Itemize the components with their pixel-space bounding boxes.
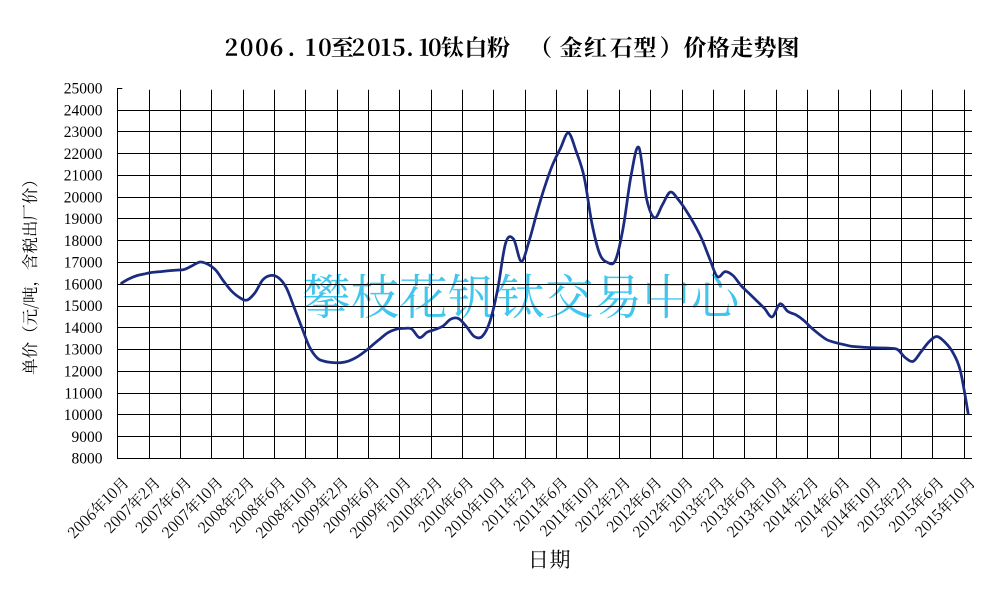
svg-text:18000: 18000 <box>64 233 103 250</box>
svg-text:22000: 22000 <box>64 146 103 163</box>
svg-text:25000: 25000 <box>64 81 103 98</box>
svg-text:17000: 17000 <box>64 255 103 272</box>
svg-text:15000: 15000 <box>64 298 103 315</box>
svg-text:11000: 11000 <box>64 385 102 402</box>
svg-text:23000: 23000 <box>64 124 103 141</box>
svg-text:14000: 14000 <box>64 320 103 337</box>
svg-text:10000: 10000 <box>64 407 103 424</box>
svg-text:16000: 16000 <box>64 276 103 293</box>
svg-text:12000: 12000 <box>64 364 103 381</box>
svg-text:20000: 20000 <box>64 189 103 206</box>
svg-text:13000: 13000 <box>64 342 103 359</box>
svg-text:19000: 19000 <box>64 211 103 228</box>
svg-text:8000: 8000 <box>72 451 103 468</box>
svg-text:21000: 21000 <box>64 168 103 185</box>
svg-text:24000: 24000 <box>64 102 103 119</box>
svg-text:9000: 9000 <box>72 429 103 446</box>
